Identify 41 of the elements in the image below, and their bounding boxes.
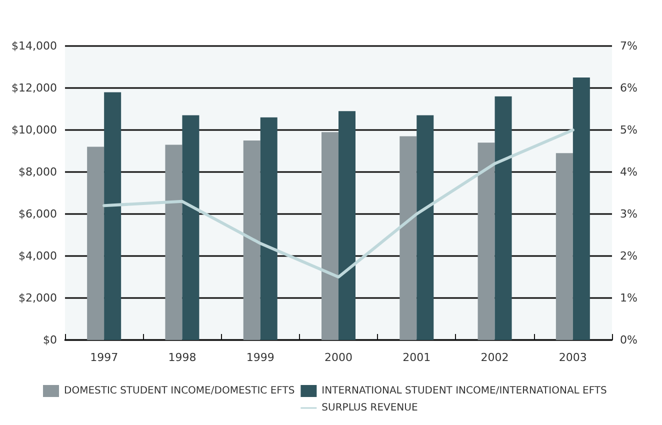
bar — [322, 132, 338, 340]
y2-tick-label: 5% — [620, 124, 638, 136]
y-tick-label: $6,000 — [18, 208, 57, 220]
bar — [338, 111, 356, 340]
y-tick-label: $2,000 — [18, 292, 57, 304]
bar — [572, 78, 590, 340]
legend-label: DOMESTIC STUDENT INCOME/DOMESTIC EFTS — [64, 386, 295, 396]
y2-tick-label: 3% — [620, 208, 638, 220]
bar — [260, 117, 278, 340]
y2-tick-label: 0% — [620, 334, 638, 346]
y2-tick-label: 2% — [620, 250, 638, 262]
bar — [494, 96, 512, 340]
y-tick-label: $4,000 — [18, 250, 57, 262]
bar — [243, 140, 260, 340]
x-tick-label: 1997 — [90, 351, 118, 364]
x-tick-label: 2001 — [402, 351, 431, 364]
x-tick-label: 2002 — [480, 351, 509, 364]
x-tick-label: 2003 — [558, 351, 587, 364]
legend-label: INTERNATIONAL STUDENT INCOME/INTERNATIONAL EFTS — [322, 386, 607, 396]
x-tick-label: 1999 — [246, 351, 274, 364]
x-tick-label: 1998 — [168, 351, 196, 364]
bar — [104, 92, 122, 340]
y-tick-label: $14,000 — [12, 40, 57, 52]
bar — [478, 142, 495, 340]
x-tick-label: 2000 — [324, 351, 352, 364]
y-tick-label: $10,000 — [12, 124, 57, 136]
y-tick-label: $12,000 — [12, 82, 57, 94]
bar — [87, 146, 104, 340]
legend-label: SURPLUS REVENUE — [322, 402, 418, 414]
bar — [416, 115, 434, 340]
bar — [556, 153, 573, 340]
bar — [400, 136, 417, 340]
y2-tick-label: 7% — [620, 40, 638, 52]
y2-tick-label: 6% — [620, 82, 638, 94]
y2-tick-label: 1% — [620, 292, 638, 304]
bar — [165, 144, 182, 340]
y-tick-label: $0 — [43, 334, 57, 346]
line-series — [102, 128, 574, 278]
y-tick-label: $8,000 — [18, 166, 57, 178]
y2-tick-label: 4% — [620, 166, 638, 178]
bar — [182, 115, 200, 340]
